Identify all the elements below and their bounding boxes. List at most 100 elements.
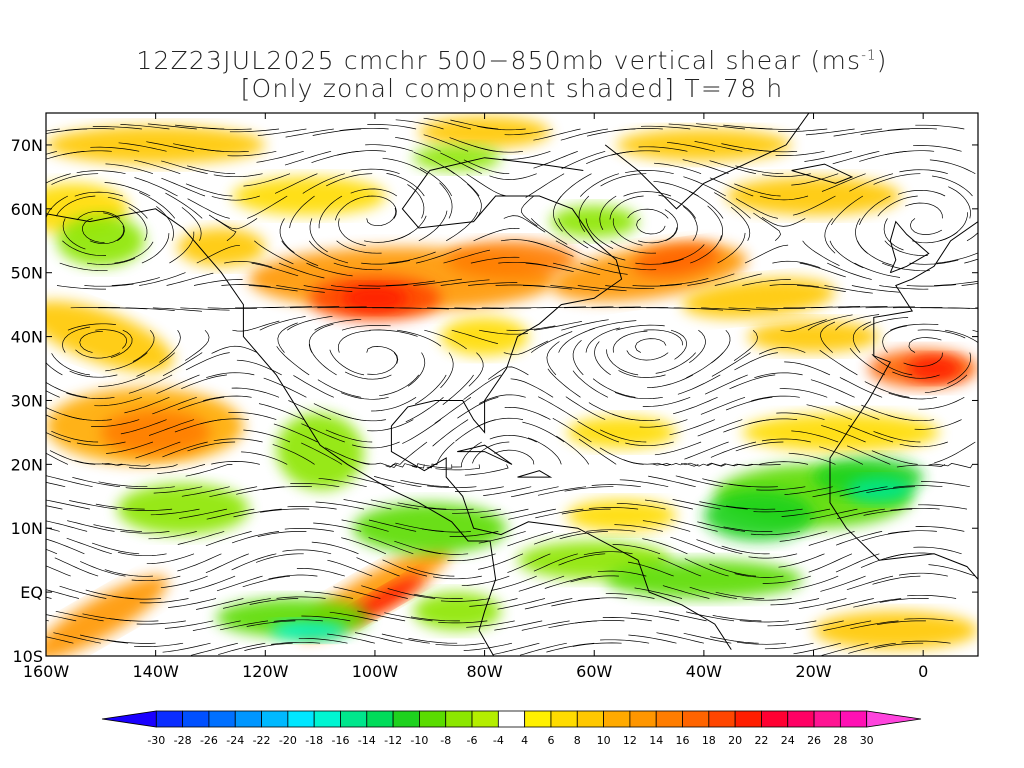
- streamline: [136, 620, 186, 625]
- streamline: [287, 506, 337, 510]
- streamline: [489, 434, 537, 443]
- streamline: [255, 553, 304, 563]
- streamline: [336, 240, 382, 254]
- streamline: [820, 321, 836, 353]
- streamline: [46, 128, 60, 132]
- streamline: [129, 464, 178, 469]
- streamline: [860, 128, 910, 135]
- streamline: [55, 195, 96, 217]
- streamline: [84, 283, 134, 287]
- streamline: [397, 502, 447, 510]
- streamline: [139, 598, 189, 604]
- streamline: [98, 374, 145, 387]
- streamline: [109, 618, 159, 622]
- streamline: [735, 165, 784, 175]
- streamline: [62, 326, 91, 353]
- streamline: [449, 531, 499, 537]
- shear-shade-region: [632, 242, 720, 277]
- lon-label: 20W: [795, 662, 831, 681]
- streamline: [46, 452, 69, 465]
- streamline: [552, 417, 592, 443]
- streamline: [572, 642, 622, 647]
- streamline: [909, 218, 943, 235]
- streamline: [187, 198, 230, 219]
- streamline: [658, 610, 707, 622]
- streamline: [156, 206, 174, 241]
- streamline: [333, 586, 381, 599]
- colorbar-label: 22: [754, 734, 768, 747]
- streamline: [618, 370, 666, 378]
- streamline: [208, 214, 237, 242]
- streamline: [435, 464, 480, 471]
- streamline: [270, 641, 321, 645]
- streamline: [699, 501, 748, 510]
- streamline: [75, 349, 121, 359]
- streamline: [421, 528, 471, 533]
- streamline: [648, 475, 696, 488]
- streamline: [202, 127, 252, 130]
- streamline: [873, 173, 921, 185]
- streamline: [432, 575, 482, 580]
- streamline: [823, 620, 872, 631]
- streamline: [132, 329, 155, 362]
- streamline: [793, 642, 841, 655]
- streamline: [821, 642, 869, 656]
- streamline: [732, 463, 781, 467]
- colorbar-box: [813, 710, 841, 728]
- streamline: [857, 240, 894, 266]
- streamline: [559, 531, 608, 540]
- streamline: [575, 620, 625, 624]
- streamline: [623, 459, 672, 466]
- streamline: [90, 146, 140, 152]
- streamline: [666, 141, 715, 152]
- streamline: [659, 278, 709, 286]
- streamline: [881, 262, 930, 272]
- streamline: [329, 349, 365, 376]
- streamline: [585, 218, 614, 250]
- streamline: [609, 195, 644, 220]
- colorbar-label: -18: [305, 734, 323, 747]
- streamline: [463, 374, 502, 400]
- streamline: [402, 419, 441, 444]
- streamline: [273, 619, 323, 622]
- streamline: [625, 170, 674, 175]
- streamline: [690, 235, 722, 264]
- colorbar-arrow-low: [101, 710, 157, 728]
- streamline: [118, 142, 167, 152]
- streamline: [700, 396, 746, 415]
- shear-shade-region: [56, 215, 145, 267]
- streamline: [66, 537, 112, 555]
- streamline: [588, 507, 639, 510]
- streamline: [528, 240, 574, 257]
- streamline: [521, 620, 570, 631]
- streamline: [684, 558, 729, 577]
- coastline: [517, 470, 553, 478]
- streamline: [643, 329, 683, 346]
- streamline: [824, 218, 836, 254]
- streamline: [354, 632, 403, 644]
- streamline: [652, 462, 699, 467]
- streamline: [728, 483, 778, 488]
- streamline: [742, 598, 792, 601]
- shear-shade-region: [117, 483, 249, 535]
- streamline: [610, 240, 657, 254]
- chart-subtitle: [Only zonal component shaded] T=78 h: [240, 74, 784, 103]
- streamline: [975, 307, 978, 309]
- streamline: [405, 397, 444, 423]
- chart-title: 12Z23JUL2025 cmchr 500−850mb vertical sh…: [0, 46, 1024, 75]
- plot-frame: [45, 112, 979, 657]
- streamline: [450, 119, 499, 130]
- shear-shade-region: [446, 240, 578, 280]
- streamline: [382, 559, 428, 577]
- streamline: [544, 575, 592, 589]
- streamline: [597, 570, 647, 577]
- colorbar-label: 30: [860, 734, 874, 747]
- streamline: [734, 183, 781, 197]
- streamline: [640, 125, 691, 130]
- streamline: [904, 618, 954, 622]
- streamline: [725, 396, 773, 411]
- streamline: [626, 350, 669, 361]
- streamline: [439, 182, 453, 219]
- streamline: [51, 430, 99, 443]
- streamline: [337, 330, 371, 353]
